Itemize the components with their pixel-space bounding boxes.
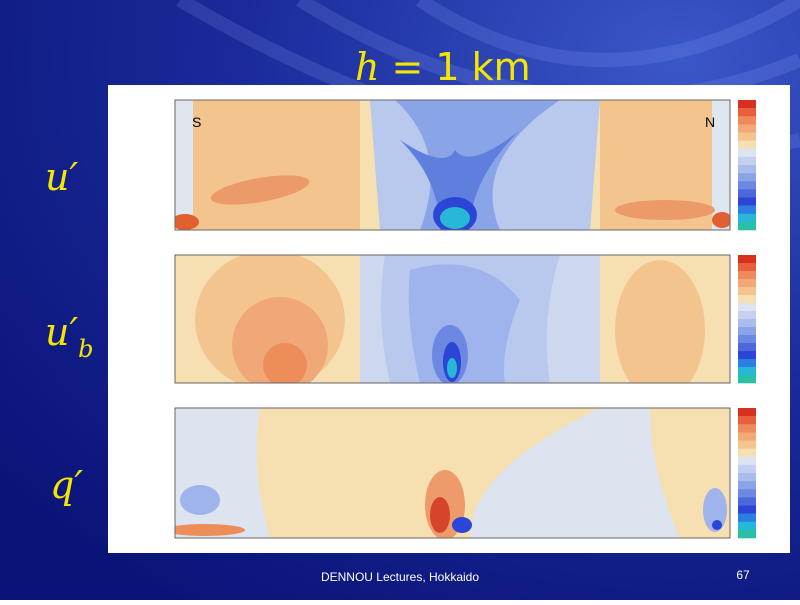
colorbars (738, 100, 756, 539)
plot-frame (174, 254, 731, 384)
colorbar-swatch (738, 448, 756, 458)
colorbar-swatch (738, 319, 756, 328)
colorbar-swatch (738, 140, 756, 150)
contour-plot-q (175, 408, 730, 538)
title-symbol: h (355, 45, 379, 89)
colorbar-swatch (738, 489, 756, 498)
colorbar-swatch (738, 132, 756, 141)
contour-plot-ub (175, 255, 730, 383)
colorbar-swatch (738, 464, 756, 474)
colorbar-swatch (738, 440, 756, 449)
panel-label: u′ (45, 155, 78, 199)
panel-label: q′ (50, 463, 83, 507)
colorbar-swatch (738, 205, 756, 215)
colorbar-swatch (738, 473, 756, 482)
south-marker: S (192, 114, 201, 130)
colorbar-swatch (738, 148, 756, 158)
colorbar-swatch (738, 416, 756, 425)
colorbar-swatch (738, 375, 756, 384)
colorbar-swatch (738, 481, 756, 490)
colorbar-swatch (738, 424, 756, 433)
colorbar-swatch (738, 271, 756, 280)
colorbar-swatch (738, 100, 756, 109)
colorbar-swatch (738, 351, 756, 360)
colorbar-swatch (738, 295, 756, 304)
page-number: 67 (736, 568, 750, 582)
colorbar-swatch (738, 165, 756, 174)
panel-label-symbol: u′ (45, 310, 78, 354)
title-rest: = 1 km (391, 45, 530, 89)
contour-plot-u: S N (175, 100, 730, 230)
panel-label-subscript: b (78, 335, 93, 363)
colorbar-swatch (738, 367, 756, 376)
colorbar-swatch (738, 116, 756, 125)
footer: DENNOU Lectures, Hokkaido (321, 570, 479, 584)
colorbar-swatch (738, 343, 756, 352)
colorbar-swatch (738, 181, 756, 190)
colorbar-swatch (738, 327, 756, 336)
colorbar-swatch (738, 263, 756, 272)
colorbar-swatch (738, 255, 756, 264)
colorbar-swatch (738, 124, 756, 133)
colorbar-swatch (738, 359, 756, 368)
colorbar-swatch (738, 529, 756, 539)
plot-frame (174, 407, 731, 539)
colorbar-swatch (738, 513, 756, 523)
colorbar-swatch (738, 456, 756, 466)
colorbar-swatch (738, 311, 756, 320)
colorbar-swatch (738, 213, 756, 223)
colorbar-swatch (738, 221, 756, 231)
colorbar-swatch (738, 279, 756, 288)
colorbar-swatch (738, 287, 756, 296)
colorbar-swatch (738, 189, 756, 198)
colorbar-swatch (738, 408, 756, 417)
colorbar-swatch (738, 197, 756, 206)
colorbar-swatch (738, 521, 756, 531)
panel-label: u′b (45, 310, 93, 363)
colorbar-swatch (738, 173, 756, 182)
north-marker: N (705, 114, 715, 130)
colorbar-swatch (738, 497, 756, 506)
colorbar-swatch (738, 303, 756, 312)
colorbar-swatch (738, 108, 756, 117)
colorbar-swatch (738, 505, 756, 514)
colorbar-swatch (738, 335, 756, 344)
slide-title: h = 1 km (355, 45, 531, 89)
colorbar-swatch (738, 432, 756, 441)
plot-frame (174, 99, 731, 231)
colorbar-swatch (738, 156, 756, 166)
